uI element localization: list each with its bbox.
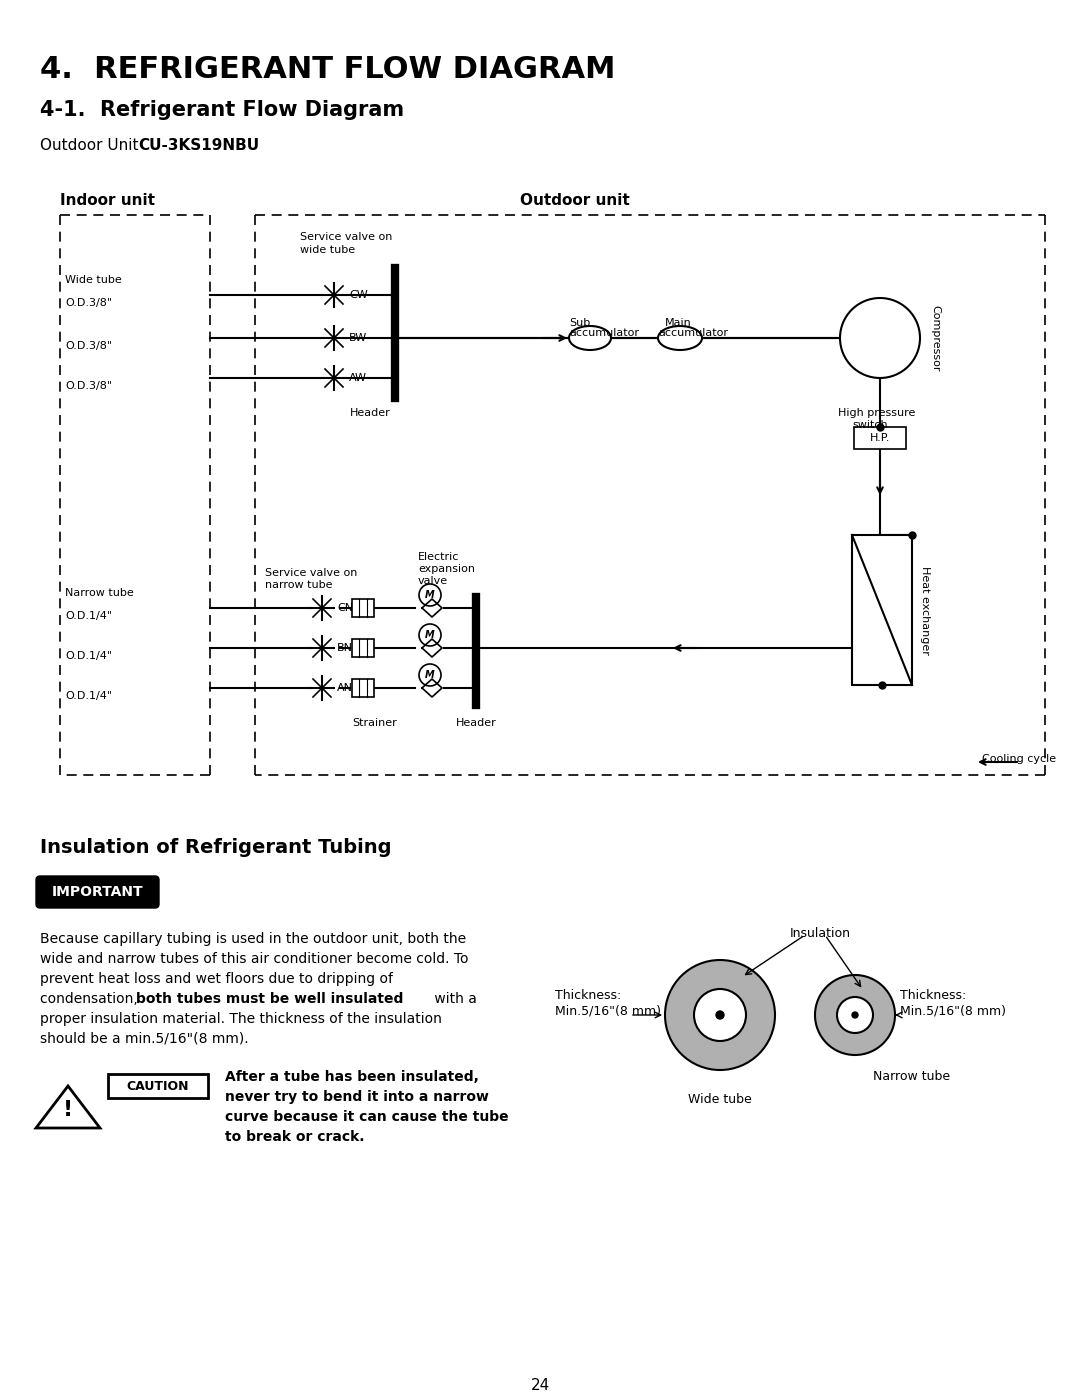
- Text: O.D.1/4": O.D.1/4": [65, 651, 112, 661]
- Text: accumulator: accumulator: [569, 328, 639, 338]
- Text: CAUTION: CAUTION: [126, 1080, 189, 1092]
- Text: switch: switch: [852, 420, 888, 430]
- Text: Sub: Sub: [569, 319, 591, 328]
- Text: O.D.1/4": O.D.1/4": [65, 692, 112, 701]
- Text: never try to bend it into a narrow: never try to bend it into a narrow: [225, 1090, 489, 1104]
- Circle shape: [694, 989, 746, 1041]
- Text: !: !: [63, 1099, 73, 1120]
- Text: AN: AN: [337, 683, 353, 693]
- Text: Compressor: Compressor: [930, 305, 940, 372]
- Text: Electric: Electric: [418, 552, 459, 562]
- Bar: [352, 638, 374, 657]
- Text: Because capillary tubing is used in the outdoor unit, both the: Because capillary tubing is used in the …: [40, 932, 467, 946]
- Ellipse shape: [569, 326, 611, 351]
- Text: Service valve on: Service valve on: [265, 569, 357, 578]
- Bar: [352, 679, 374, 697]
- Circle shape: [815, 975, 895, 1055]
- Text: Narrow tube: Narrow tube: [65, 588, 134, 598]
- Text: After a tube has been insulated,: After a tube has been insulated,: [225, 1070, 478, 1084]
- Text: M: M: [426, 630, 435, 640]
- Circle shape: [665, 960, 775, 1070]
- Text: Service valve on: Service valve on: [300, 232, 392, 242]
- Text: O.D.3/8": O.D.3/8": [65, 381, 112, 391]
- Text: CU-3KS19NBU: CU-3KS19NBU: [138, 138, 259, 154]
- Text: Header: Header: [456, 718, 497, 728]
- Text: condensation,: condensation,: [40, 992, 143, 1006]
- Text: Header: Header: [350, 408, 390, 418]
- Text: Insulation: Insulation: [789, 928, 851, 940]
- Text: both tubes must be well insulated: both tubes must be well insulated: [136, 992, 403, 1006]
- Text: prevent heat loss and wet floors due to dripping of: prevent heat loss and wet floors due to …: [40, 972, 393, 986]
- Text: Strainer: Strainer: [353, 718, 397, 728]
- Text: 24: 24: [530, 1377, 550, 1393]
- Text: Outdoor Unit: Outdoor Unit: [40, 138, 148, 154]
- Text: proper insulation material. The thickness of the insulation: proper insulation material. The thicknes…: [40, 1011, 442, 1025]
- Text: BW: BW: [349, 332, 367, 344]
- Text: O.D.3/8": O.D.3/8": [65, 341, 112, 351]
- Text: Thickness:
Min.5/16"(8 mm): Thickness: Min.5/16"(8 mm): [555, 989, 661, 1017]
- Text: 4.  REFRIGERANT FLOW DIAGRAM: 4. REFRIGERANT FLOW DIAGRAM: [40, 54, 616, 84]
- Text: should be a min.5/16"(8 mm).: should be a min.5/16"(8 mm).: [40, 1032, 248, 1046]
- Text: accumulator: accumulator: [658, 328, 728, 338]
- FancyBboxPatch shape: [36, 876, 159, 908]
- Circle shape: [840, 298, 920, 379]
- Text: Insulation of Refrigerant Tubing: Insulation of Refrigerant Tubing: [40, 838, 391, 856]
- Text: IMPORTANT: IMPORTANT: [52, 886, 144, 900]
- Text: BN: BN: [337, 643, 353, 652]
- Text: CW: CW: [349, 291, 368, 300]
- Circle shape: [716, 1011, 724, 1018]
- Text: wide and narrow tubes of this air conditioner become cold. To: wide and narrow tubes of this air condit…: [40, 951, 469, 965]
- Text: H.P.: H.P.: [869, 433, 890, 443]
- Circle shape: [837, 997, 873, 1032]
- Bar: [352, 599, 374, 617]
- Bar: [852, 535, 912, 685]
- Text: Thickness:
Min.5/16"(8 mm): Thickness: Min.5/16"(8 mm): [900, 989, 1005, 1017]
- Text: valve: valve: [418, 576, 448, 585]
- Text: expansion: expansion: [418, 564, 475, 574]
- Circle shape: [419, 584, 441, 606]
- Text: CN: CN: [337, 604, 353, 613]
- Text: Cooling cycle: Cooling cycle: [982, 754, 1056, 764]
- Text: M: M: [426, 671, 435, 680]
- Circle shape: [419, 624, 441, 645]
- Text: High pressure: High pressure: [838, 408, 916, 418]
- Text: Indoor unit: Indoor unit: [60, 193, 156, 208]
- Text: AW: AW: [349, 373, 367, 383]
- Text: 4-1.  Refrigerant Flow Diagram: 4-1. Refrigerant Flow Diagram: [40, 101, 404, 120]
- Bar: [854, 427, 906, 448]
- Text: with a: with a: [430, 992, 477, 1006]
- Text: curve because it can cause the tube: curve because it can cause the tube: [225, 1111, 509, 1125]
- Text: Outdoor unit: Outdoor unit: [519, 193, 630, 208]
- Bar: [108, 1074, 208, 1098]
- Ellipse shape: [658, 326, 702, 351]
- Text: Narrow tube: Narrow tube: [873, 1070, 950, 1083]
- Text: O.D.1/4": O.D.1/4": [65, 610, 112, 622]
- Polygon shape: [36, 1085, 100, 1127]
- Text: O.D.3/8": O.D.3/8": [65, 298, 112, 307]
- Text: to break or crack.: to break or crack.: [225, 1130, 365, 1144]
- Text: M: M: [426, 590, 435, 599]
- Text: Heat exchanger: Heat exchanger: [920, 566, 930, 654]
- Text: Wide tube: Wide tube: [65, 275, 122, 285]
- Text: wide tube: wide tube: [300, 244, 355, 256]
- Text: narrow tube: narrow tube: [265, 580, 333, 590]
- Circle shape: [419, 664, 441, 686]
- Text: Wide tube: Wide tube: [688, 1092, 752, 1106]
- Text: Main: Main: [665, 319, 692, 328]
- Circle shape: [852, 1011, 858, 1018]
